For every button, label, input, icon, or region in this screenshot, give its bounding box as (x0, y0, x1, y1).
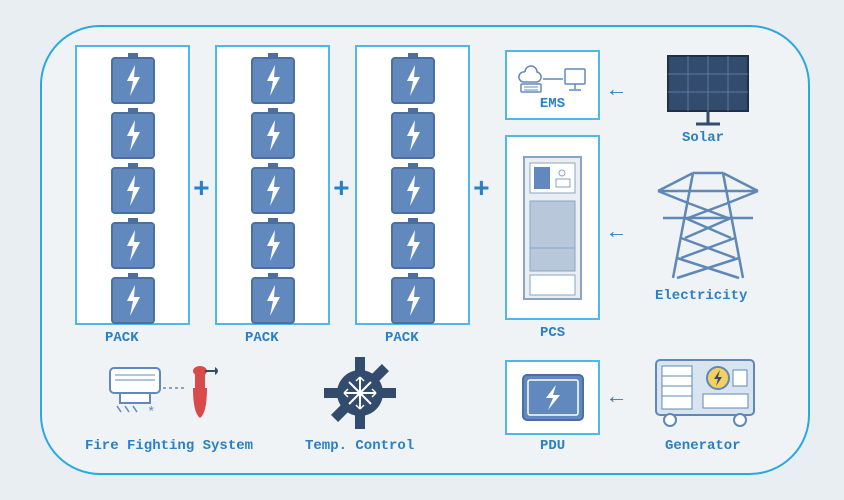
pcs-label: PCS (540, 325, 565, 341)
battery-icon (250, 163, 296, 215)
pdu-box (505, 360, 600, 435)
battery-icon (250, 108, 296, 160)
battery-icon (250, 53, 296, 105)
generator-label: Generator (665, 438, 741, 454)
solar-label: Solar (682, 130, 724, 146)
battery-icon (110, 273, 156, 325)
temp-control-icon (320, 358, 400, 428)
svg-text:*: * (147, 405, 155, 421)
temp-label: Temp. Control (305, 438, 414, 454)
fire-label: Fire Fighting System (85, 438, 253, 454)
battery-icon (110, 108, 156, 160)
generator-icon (645, 345, 765, 430)
pack-column-2 (215, 45, 330, 325)
plus-icon: + (193, 175, 210, 206)
ems-icon (515, 64, 590, 94)
battery-icon (250, 218, 296, 270)
battery-icon (390, 218, 436, 270)
ems-box: EMS (505, 50, 600, 120)
pdu-icon (518, 370, 588, 425)
pack-label-1: PACK (105, 330, 139, 346)
battery-icon (390, 163, 436, 215)
fire-system-icon: * (105, 360, 225, 430)
pdu-label: PDU (540, 438, 565, 454)
transmission-tower-icon (640, 160, 775, 285)
battery-icon (390, 53, 436, 105)
arrow-icon: ← (610, 385, 623, 410)
pack-label-3: PACK (385, 330, 419, 346)
pcs-cabinet-icon (520, 153, 585, 303)
electricity-label: Electricity (655, 288, 747, 304)
plus-icon: + (333, 175, 350, 206)
solar-panel-icon (655, 50, 760, 130)
pack-column-1 (75, 45, 190, 325)
pack-column-3 (355, 45, 470, 325)
pack-label-2: PACK (245, 330, 279, 346)
arrow-icon: ← (610, 78, 623, 103)
pcs-box (505, 135, 600, 320)
ems-label: EMS (540, 96, 565, 112)
battery-icon (390, 108, 436, 160)
battery-icon (390, 273, 436, 325)
battery-icon (250, 273, 296, 325)
battery-icon (110, 218, 156, 270)
battery-icon (110, 163, 156, 215)
battery-icon (110, 53, 156, 105)
arrow-icon: ← (610, 220, 623, 245)
plus-icon: + (473, 175, 490, 206)
